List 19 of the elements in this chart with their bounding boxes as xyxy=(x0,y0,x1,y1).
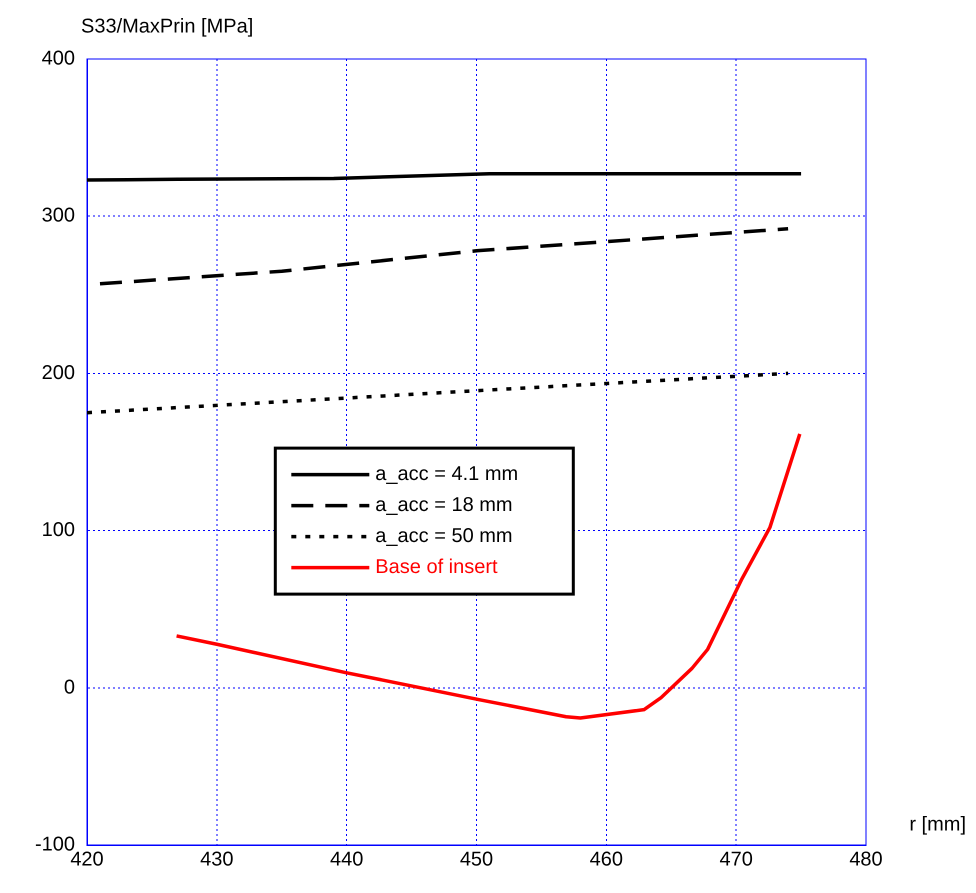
legend-label: a_acc = 50 mm xyxy=(375,525,513,548)
legend-label: Base of insert xyxy=(375,556,498,578)
line-series xyxy=(98,227,790,286)
x-tick-label: 470 xyxy=(719,848,753,871)
y-tick-label: -100 xyxy=(34,834,75,856)
x-tick-label: 460 xyxy=(590,848,624,871)
legend-label: a_acc = 18 mm xyxy=(375,494,513,516)
x-axis-title: r [mm] xyxy=(909,814,966,836)
y-tick-label: 300 xyxy=(42,204,75,227)
y-tick-label: 100 xyxy=(42,519,75,542)
y-axis-title: S33/MaxPrin [MPa] xyxy=(81,16,254,38)
x-tick-label: 430 xyxy=(200,848,234,871)
y-tick-label: 400 xyxy=(42,48,75,70)
x-tick-label: 450 xyxy=(460,848,494,871)
x-tick-label: 480 xyxy=(849,848,883,871)
x-tick-label: 440 xyxy=(330,848,364,871)
legend-label: a_acc = 4.1 mm xyxy=(375,463,518,486)
y-tick-label: 200 xyxy=(42,362,75,384)
y-tick-label: 0 xyxy=(64,676,75,698)
